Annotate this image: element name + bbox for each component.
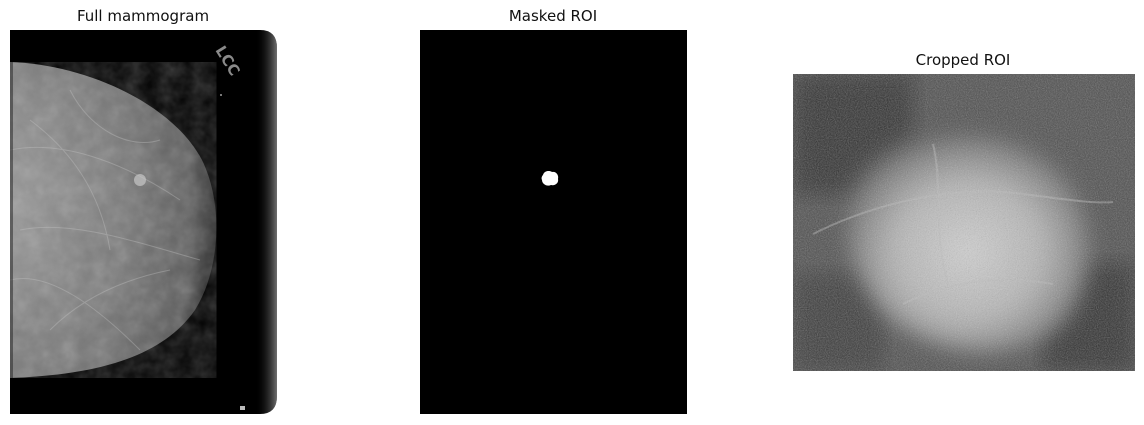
panel-title-full-mammogram: Full mammogram: [76, 7, 210, 25]
masked-roi-image: [420, 30, 687, 414]
mask-blob: [541, 171, 559, 186]
cropped-roi-image: [793, 74, 1135, 371]
full-mammogram-image: LCC: [10, 30, 277, 414]
panel-title-masked-roi: Masked ROI: [508, 7, 598, 25]
panel-title-cropped-roi: Cropped ROI: [915, 51, 1011, 69]
lesion-spot: [134, 174, 146, 186]
